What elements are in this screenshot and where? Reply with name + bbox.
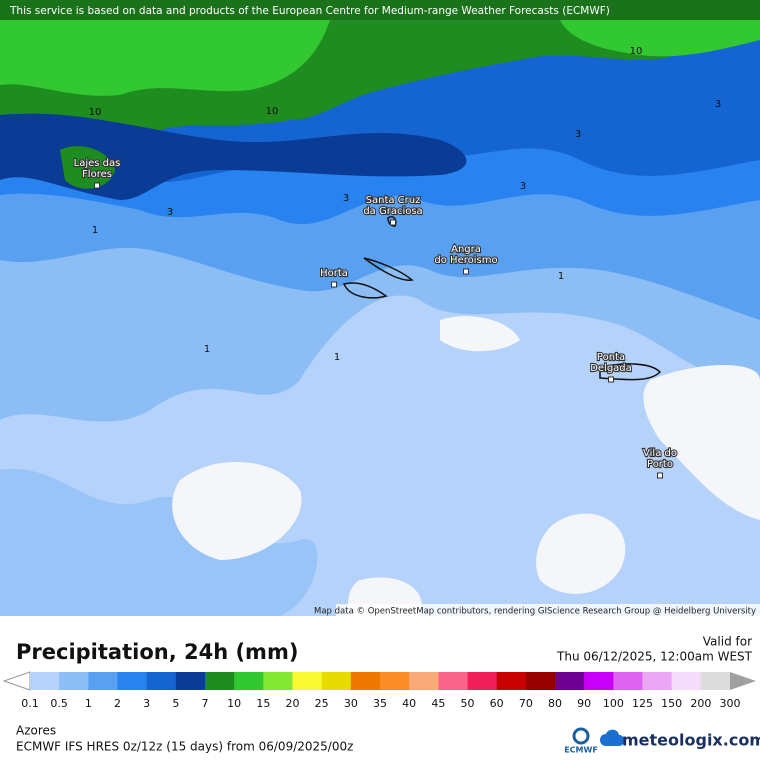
contour-label: 3 <box>167 207 173 218</box>
colorbar-label: 100 <box>603 697 624 710</box>
colorbar-cell <box>555 672 585 690</box>
colorbar-label: 40 <box>402 697 416 710</box>
contour-label: 10 <box>89 107 102 118</box>
colorbar-cell <box>205 672 235 690</box>
brand: meteologix.com <box>622 731 760 750</box>
colorbar-label: 125 <box>632 697 653 710</box>
colorbar-label: 5 <box>172 697 179 710</box>
colorbar-label: 3 <box>143 697 150 710</box>
colorbar-label: 1 <box>85 697 92 710</box>
colorbar-label: 45 <box>431 697 445 710</box>
notice: This service is based on data and produc… <box>9 5 610 17</box>
colorbar-label: 2 <box>114 697 121 710</box>
colorbar-label: 30 <box>344 697 358 710</box>
map: This service is based on data and produc… <box>0 0 760 617</box>
contour-label: 1 <box>334 352 340 363</box>
place-marker <box>331 281 337 288</box>
place-label: Flores <box>82 169 112 180</box>
place-marker <box>657 472 663 479</box>
region: Azores <box>16 724 56 738</box>
colorbar-cell <box>700 672 731 690</box>
colorbar-cell <box>146 672 177 690</box>
colorbar-under <box>2 671 31 691</box>
legend-title: Precipitation, 24h (mm) <box>16 640 298 664</box>
place-marker <box>608 376 614 383</box>
contour-labels: 10 10 10 3 3 3 3 3 1 1 1 1 <box>89 46 722 363</box>
contour-label: 3 <box>520 181 526 192</box>
place-label: da Graciosa <box>363 206 422 217</box>
colorbar-label: 150 <box>661 697 682 710</box>
legend: Precipitation, 24h (mm) Valid for Thu 06… <box>2 635 756 710</box>
colorbar: 0.1 0.5 1 2 3 5 7 10 15 20 25 30 35 40 45 50 60 70 80 90 100… <box>2 671 756 710</box>
colorbar-label: 70 <box>519 697 533 710</box>
place-label: Santa Cruz <box>366 195 421 206</box>
contour-label: 1 <box>558 271 564 282</box>
valid-time: Thu 06/12/2025, 12:00am WEST <box>556 650 753 664</box>
colorbar-cell <box>59 672 89 690</box>
colorbar-cell <box>409 672 439 690</box>
colorbar-cell <box>234 672 264 690</box>
colorbar-cell <box>525 672 556 690</box>
contour-label: 10 <box>266 106 279 117</box>
colorbar-cell <box>292 672 323 690</box>
contour-label: 1 <box>92 225 98 236</box>
colorbar-cell <box>438 672 468 690</box>
place-label: do Heroismo <box>434 255 497 266</box>
colorbar-label: 35 <box>373 697 387 710</box>
place-label: Angra <box>451 244 481 255</box>
contour-label: 3 <box>715 99 721 110</box>
colorbar-label: 90 <box>577 697 591 710</box>
ecmwf-logo: ECMWF <box>564 746 598 755</box>
colorbar-over <box>730 672 756 690</box>
colorbar-cell <box>671 672 702 690</box>
colorbar-cell <box>263 672 293 690</box>
colorbar-cell <box>642 672 673 690</box>
colorbar-label: 10 <box>227 697 241 710</box>
colorbar-label: 25 <box>315 697 329 710</box>
place-label: Horta <box>320 268 348 279</box>
colorbar-cell <box>467 672 498 690</box>
colorbar-cell <box>88 672 118 690</box>
contour-label: 10 <box>630 46 643 57</box>
colorbar-cell <box>175 672 206 690</box>
colorbar-label: 300 <box>720 697 741 710</box>
colorbar-cell <box>117 672 148 690</box>
place-label: Delgada <box>590 363 632 374</box>
colorbar-label: 0.5 <box>50 697 68 710</box>
colorbar-label: 20 <box>286 697 300 710</box>
colorbar-label: 50 <box>461 697 475 710</box>
colorbar-cell <box>30 672 60 690</box>
model-info: ECMWF IFS HRES 0z/12z (15 days) from 06/… <box>16 740 353 754</box>
colorbar-cell <box>380 672 410 690</box>
colorbar-label: 0.1 <box>21 697 39 710</box>
colorbar-cell <box>584 672 614 690</box>
place-marker <box>463 268 469 275</box>
colorbar-cell <box>321 672 352 690</box>
valid-label: Valid for <box>703 635 752 649</box>
footer: Azores ECMWF IFS HRES 0z/12z (15 days) f… <box>16 724 760 755</box>
colorbar-label: 200 <box>690 697 711 710</box>
contour-label: 3 <box>575 129 581 140</box>
attribution: Map data © OpenStreetMap contributors, r… <box>314 607 756 617</box>
colorbar-cell <box>350 672 381 690</box>
colorbar-label: 7 <box>202 697 209 710</box>
colorbar-cell <box>496 672 527 690</box>
place-marker <box>390 219 396 226</box>
place-label: Vila do <box>643 448 677 459</box>
colorbar-cell <box>613 672 643 690</box>
contour-label: 3 <box>343 193 349 204</box>
place-marker <box>94 182 100 189</box>
place-label: Porto <box>647 459 673 470</box>
place-label: Lajes das <box>74 158 121 169</box>
colorbar-label: 60 <box>490 697 504 710</box>
contour-label: 1 <box>204 344 210 355</box>
place-label: Ponta <box>597 352 625 363</box>
colorbar-label: 80 <box>548 697 562 710</box>
colorbar-label: 15 <box>256 697 270 710</box>
